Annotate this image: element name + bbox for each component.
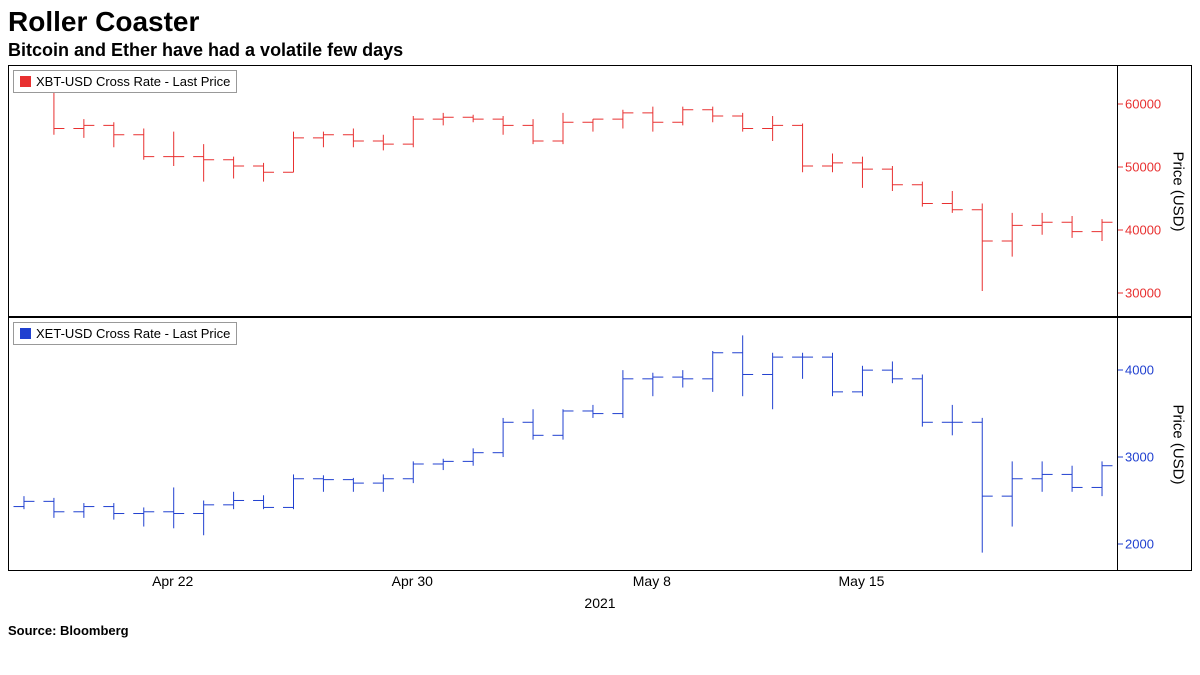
y-tick: 60000	[1118, 96, 1161, 111]
x-axis: 2021 Apr 22Apr 30May 8May 15	[8, 573, 1192, 619]
x-tick: Apr 22	[152, 573, 193, 589]
y-tick: 3000	[1118, 450, 1154, 465]
chart-title: Roller Coaster	[8, 6, 1192, 38]
charts-container: XBT-USD Cross Rate - Last Price 30000 4000…	[8, 65, 1192, 571]
x-tick: Apr 30	[392, 573, 433, 589]
y-axis-label-xbt: Price (USD)	[1165, 66, 1191, 316]
legend-swatch-icon	[20, 328, 31, 339]
y-tick: 50000	[1118, 159, 1161, 174]
legend-xbt: XBT-USD Cross Rate - Last Price	[13, 70, 237, 93]
source-line: Source: Bloomberg	[8, 623, 1192, 638]
chart-subtitle: Bitcoin and Ether have had a volatile fe…	[8, 40, 1192, 61]
x-tick: May 15	[838, 573, 884, 589]
legend-swatch-icon	[20, 76, 31, 87]
legend-text: XET-USD Cross Rate - Last Price	[36, 326, 230, 341]
y-tick: 40000	[1118, 222, 1161, 237]
y-axis-xbt: 30000 40000 50000 60000	[1117, 66, 1161, 316]
chart-panel-xbt: XBT-USD Cross Rate - Last Price 30000 4000…	[9, 66, 1191, 318]
y-axis-xet: 2000 3000 4000	[1117, 318, 1161, 570]
chart-panel-xet: XET-USD Cross Rate - Last Price 2000 3000 4…	[9, 318, 1191, 570]
legend-text: XBT-USD Cross Rate - Last Price	[36, 74, 230, 89]
plot-xbt	[9, 66, 1117, 316]
legend-xet: XET-USD Cross Rate - Last Price	[13, 322, 237, 345]
y-tick: 2000	[1118, 536, 1154, 551]
plot-xet	[9, 318, 1117, 570]
y-axis-label-xet: Price (USD)	[1165, 318, 1191, 570]
x-tick: May 8	[633, 573, 671, 589]
y-tick: 30000	[1118, 285, 1161, 300]
y-tick: 4000	[1118, 363, 1154, 378]
